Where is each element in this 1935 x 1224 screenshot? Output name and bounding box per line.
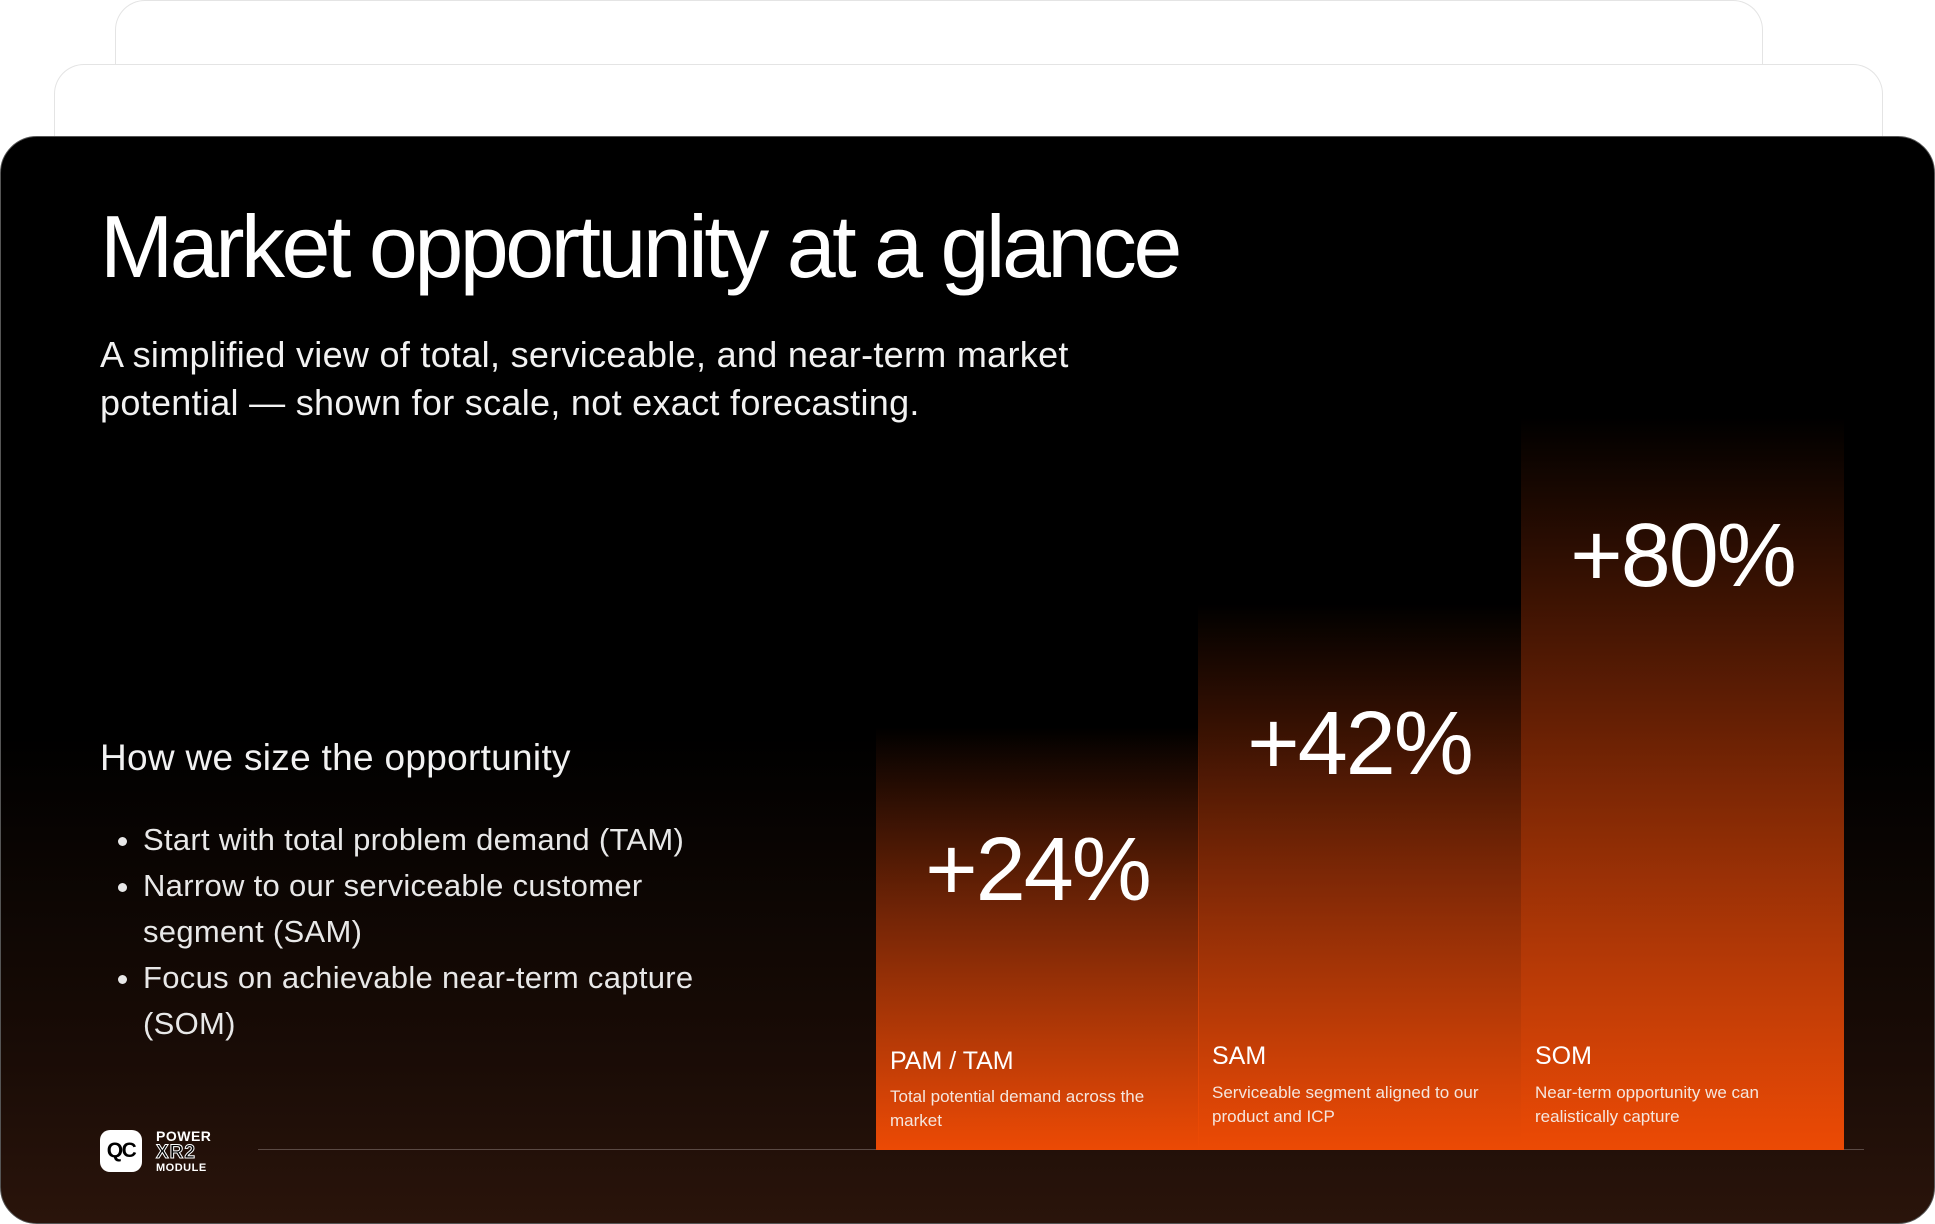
column-description: Near-term opportunity we can realistical… bbox=[1535, 1083, 1759, 1126]
column-value: +42% bbox=[1247, 694, 1474, 794]
column-description: Total potential demand across the market bbox=[890, 1087, 1145, 1130]
column-value: +24% bbox=[925, 820, 1152, 920]
bullet-list: Start with total problem demand (TAM)Nar… bbox=[100, 817, 703, 1047]
method-heading: How we size the opportunity bbox=[100, 737, 571, 778]
column-name: SOM bbox=[1535, 1042, 1592, 1070]
column-description: Serviceable segment aligned to our produ… bbox=[1212, 1083, 1479, 1126]
column-name: PAM / TAM bbox=[890, 1047, 1014, 1075]
logo-mark: QC bbox=[100, 1130, 142, 1172]
slide-subtitle: A simplified view of total, serviceable,… bbox=[100, 334, 1069, 423]
column-name: SAM bbox=[1212, 1042, 1267, 1070]
bullet-item: Focus on achievable near-term capture (S… bbox=[143, 955, 703, 1047]
slide: Market opportunity at a glance A simplif… bbox=[0, 136, 1935, 1224]
slide-title: Market opportunity at a glance bbox=[100, 197, 1182, 296]
column-value: +80% bbox=[1570, 506, 1797, 606]
bullet-item: Start with total problem demand (TAM) bbox=[143, 817, 703, 863]
bar bbox=[1198, 604, 1521, 1150]
brand-line: MODULE bbox=[156, 1162, 207, 1174]
brand-line: POWER bbox=[156, 1128, 212, 1144]
brand-line: XR2 bbox=[156, 1142, 196, 1163]
bar bbox=[876, 727, 1199, 1150]
bar bbox=[1521, 417, 1844, 1150]
bullet-item: Narrow to our serviceable customer segme… bbox=[143, 863, 703, 955]
